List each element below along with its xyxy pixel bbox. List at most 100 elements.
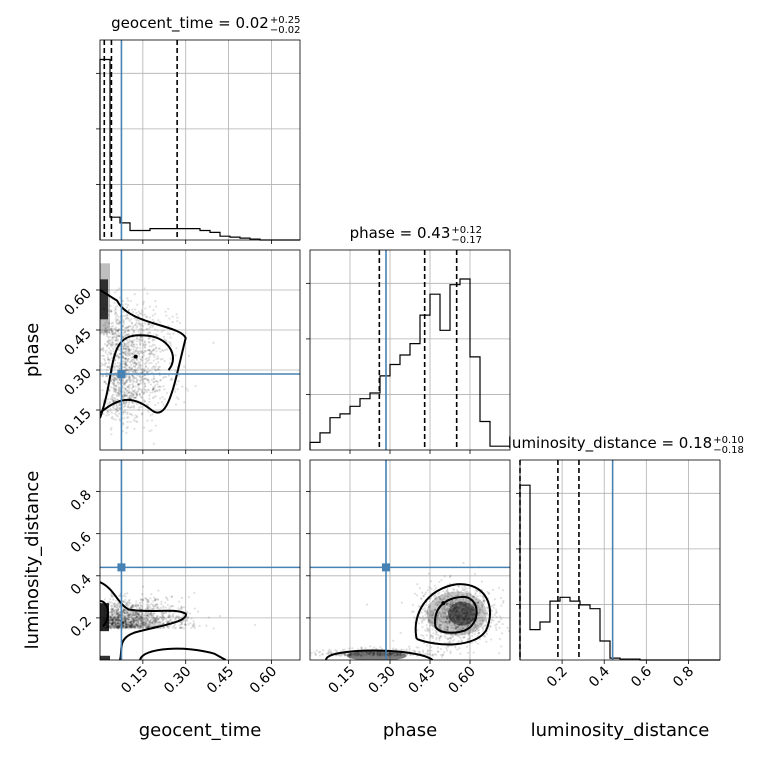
sample-point <box>103 342 107 346</box>
sample-point <box>116 406 119 409</box>
sample-point <box>136 615 140 619</box>
sample-point <box>139 619 142 623</box>
sample-point <box>166 332 169 335</box>
sample-point <box>112 618 115 622</box>
sample-point <box>159 606 163 609</box>
sample-point <box>439 635 442 638</box>
sample-point <box>155 362 158 366</box>
sample-point <box>133 360 136 363</box>
sample-point <box>116 338 119 341</box>
sample-point <box>157 365 160 369</box>
sample-point <box>110 601 113 604</box>
sample-point <box>131 362 135 365</box>
sample-point <box>122 362 125 365</box>
sample-point <box>139 619 142 622</box>
sample-point <box>105 382 108 385</box>
sample-point <box>110 417 113 420</box>
sample-point <box>122 618 125 622</box>
sample-point <box>138 393 141 396</box>
sample-point <box>469 593 472 596</box>
sample-point <box>483 599 486 602</box>
sample-point <box>114 388 117 391</box>
sample-point <box>135 346 138 350</box>
sample-point <box>138 624 141 627</box>
sample-point <box>125 350 128 353</box>
sample-point <box>140 616 143 619</box>
sample-point <box>144 350 147 353</box>
sample-point <box>137 617 141 620</box>
hist-panel-geocent_time: geocent_time = 0.02 +0.25−0.02 <box>96 14 301 241</box>
sample-point <box>140 620 143 623</box>
histogram-step-luminosity_distance <box>519 484 720 661</box>
sample-point <box>133 613 136 616</box>
sample-point <box>491 604 494 607</box>
sample-point <box>480 616 483 619</box>
sample-point <box>113 625 116 628</box>
sample-point <box>446 604 449 607</box>
sample-point <box>134 616 138 619</box>
contour-low <box>139 647 227 660</box>
sample-point <box>422 618 425 621</box>
sample-point <box>152 619 155 622</box>
sample-point <box>321 649 325 652</box>
sample-point <box>110 624 113 627</box>
sample-point <box>130 615 133 618</box>
sample-point <box>133 365 137 368</box>
sample-point <box>135 623 138 626</box>
sample-point <box>101 354 104 357</box>
sample-point <box>472 595 476 599</box>
sample-point <box>140 391 144 394</box>
sample-point <box>122 348 125 351</box>
sample-point <box>133 388 136 392</box>
sample-point <box>460 639 463 643</box>
sample-point <box>146 370 149 373</box>
sample-point <box>135 623 139 626</box>
sample-point <box>129 377 132 380</box>
sample-point <box>171 378 174 381</box>
sample-point <box>131 352 134 355</box>
sample-point <box>473 626 476 629</box>
sample-point <box>121 356 125 359</box>
sample-point <box>121 611 124 614</box>
sample-point <box>111 622 114 625</box>
sample-point <box>467 634 470 637</box>
sample-point <box>127 617 131 621</box>
sample-point <box>114 343 117 346</box>
sample-point <box>327 652 330 655</box>
sample-point <box>108 335 111 339</box>
sample-point <box>440 635 443 638</box>
sample-point <box>425 624 428 627</box>
sample-point <box>136 415 139 418</box>
sample-point <box>140 614 143 617</box>
sample-point <box>169 615 172 618</box>
sample-point <box>143 341 147 344</box>
sample-point <box>476 642 479 645</box>
sample-point <box>442 615 445 619</box>
sample-point <box>482 628 485 631</box>
sample-point <box>427 605 430 609</box>
sample-point <box>154 620 157 623</box>
sample-point <box>150 617 153 620</box>
sample-point <box>138 382 141 386</box>
sample-point <box>433 593 437 596</box>
sample-point <box>122 600 125 603</box>
sample-point <box>360 646 363 649</box>
sample-point <box>141 622 144 625</box>
sample-point <box>114 609 118 613</box>
sample-point <box>145 619 148 622</box>
sample-point <box>118 321 121 324</box>
sample-point <box>123 608 126 611</box>
sample-point <box>131 356 134 359</box>
sample-point <box>145 389 148 392</box>
contour-low <box>325 649 434 660</box>
sample-point <box>132 611 135 614</box>
sample-point <box>160 614 164 617</box>
sample-point <box>183 365 186 368</box>
sample-point <box>178 322 182 325</box>
sample-point <box>131 604 134 607</box>
sample-point <box>154 603 158 606</box>
sample-point <box>113 384 116 387</box>
sample-point <box>446 628 449 632</box>
sample-point <box>151 352 154 355</box>
sample-point <box>118 356 121 359</box>
